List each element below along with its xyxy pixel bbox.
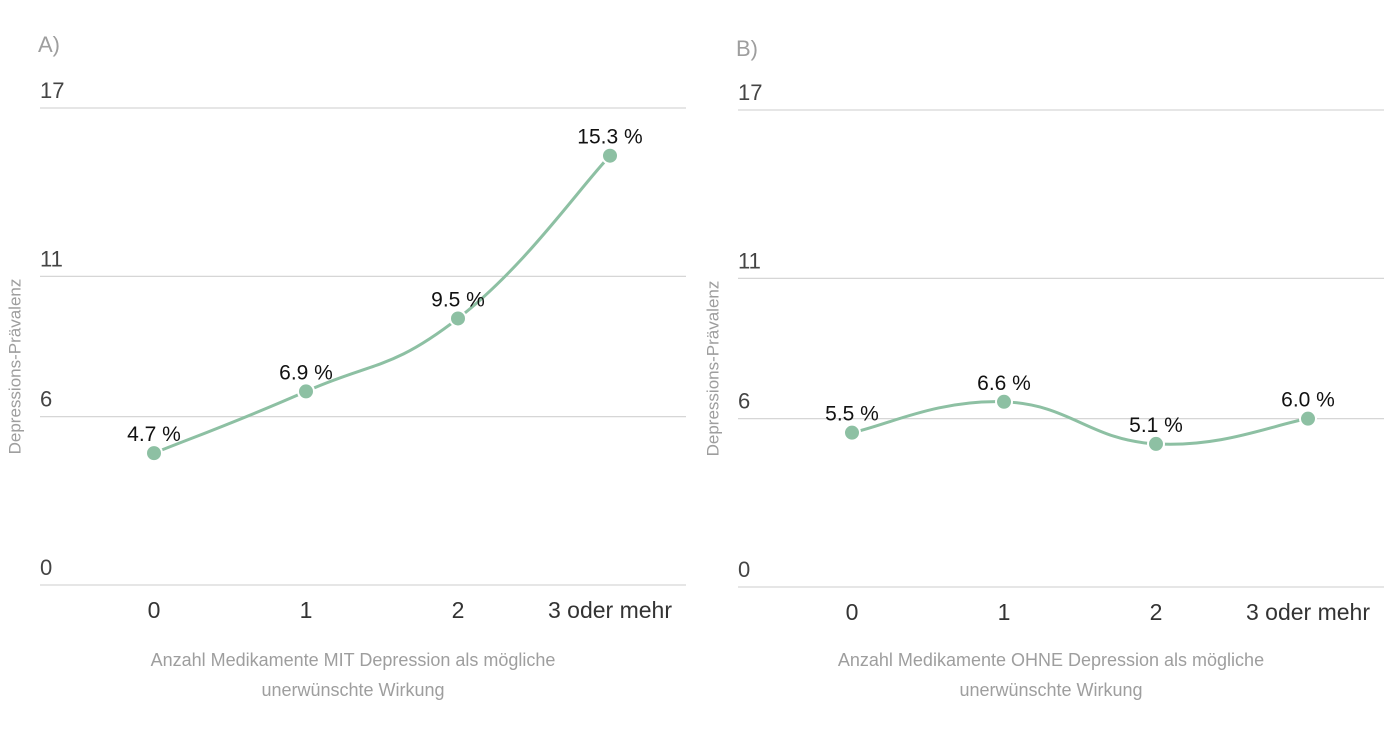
panel-a-x-axis-label-line1: Anzahl Medikamente MIT Depression als mö… bbox=[151, 650, 556, 670]
panel-b-y-axis-label: Depressions-Prävalenz bbox=[703, 281, 722, 457]
panel-a-data-point bbox=[145, 444, 163, 463]
panel-b-data-point bbox=[995, 392, 1013, 411]
panel-b-data-label: 6.6 % bbox=[977, 372, 1031, 395]
panel-a-data-point bbox=[449, 309, 467, 328]
panel-a-x-tick-label: 2 bbox=[452, 597, 465, 623]
panel-b-y-tick-label: 0 bbox=[738, 557, 750, 582]
panel-b-y-tick-label: 11 bbox=[738, 248, 761, 273]
panel-b-data-label: 5.5 % bbox=[825, 403, 879, 426]
panel-a-x-axis-label-line2: unerwünschte Wirkung bbox=[261, 680, 444, 700]
panel-b-data-label: 5.1 % bbox=[1129, 414, 1183, 437]
panel-a-y-axis-label: Depressions-Prävalenz bbox=[5, 279, 24, 455]
panel-b-y-tick-label: 6 bbox=[738, 389, 750, 414]
panel-b-series-line bbox=[851, 400, 1309, 446]
panel-a-y-tick-label: 6 bbox=[40, 387, 52, 412]
panel-b-y-tick-label: 17 bbox=[738, 80, 762, 105]
panel-b-x-tick-label: 0 bbox=[846, 599, 859, 625]
panel-a-label: A) bbox=[38, 32, 60, 57]
panel-b-data-point bbox=[843, 423, 861, 442]
panel-a-data-label: 6.9 % bbox=[279, 361, 333, 384]
panel-a-y-tick-label: 0 bbox=[40, 555, 52, 580]
panel-a-x-tick-label: 3 oder mehr bbox=[548, 597, 672, 623]
panel-a-data-label: 4.7 % bbox=[127, 423, 181, 446]
panel-b-data-label: 6.0 % bbox=[1281, 389, 1335, 412]
panel-b-data-point bbox=[1299, 409, 1317, 428]
panel-b-x-axis-label-line2: unerwünschte Wirkung bbox=[959, 680, 1142, 700]
panel-a-y-tick-label: 17 bbox=[40, 78, 64, 103]
panel-a-data-label: 15.3 % bbox=[577, 126, 642, 149]
panel-a-y-tick-label: 11 bbox=[40, 246, 63, 271]
panel-b-x-tick-label: 3 oder mehr bbox=[1246, 599, 1370, 625]
panel-a-series-line bbox=[153, 154, 612, 455]
panel-b-x-axis-label-line1: Anzahl Medikamente OHNE Depression als m… bbox=[838, 650, 1264, 670]
panel-b-label: B) bbox=[736, 36, 758, 61]
panel-a-x-tick-label: 0 bbox=[148, 597, 161, 623]
panel-a-data-point bbox=[297, 382, 315, 401]
panel-a-data-point bbox=[601, 146, 619, 165]
panel-a-data-label: 9.5 % bbox=[431, 288, 485, 311]
panel-b-x-tick-label: 2 bbox=[1150, 599, 1163, 625]
panel-a-x-tick-label: 1 bbox=[300, 597, 313, 623]
panel-b-data-point bbox=[1147, 434, 1165, 453]
panel-b-x-tick-label: 1 bbox=[998, 599, 1011, 625]
